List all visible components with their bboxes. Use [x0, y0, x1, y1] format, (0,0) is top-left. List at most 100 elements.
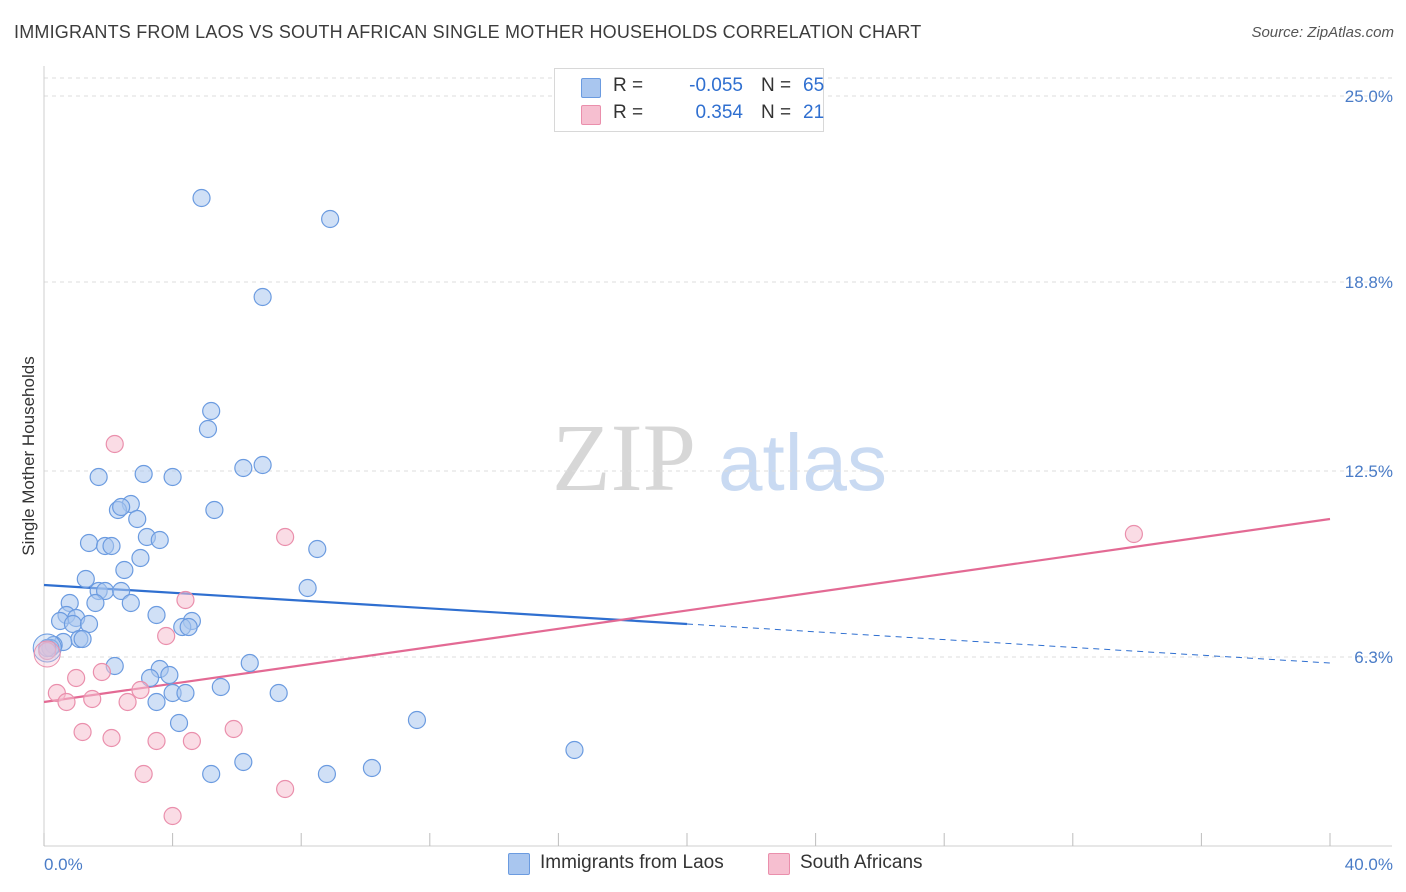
point-laos: [240, 653, 259, 673]
tick-labels: 6.3% 12.5% 18.8% 25.0% 0.0% 40.0%: [44, 87, 1393, 874]
series-south-africans-points: [38, 434, 1143, 826]
trend-line-laos: [43, 583, 688, 626]
point-laos: [308, 539, 327, 559]
point-laos: [298, 578, 317, 598]
chart-title: IMMIGRANTS FROM LAOS VS SOUTH AFRICAN SI…: [14, 22, 922, 42]
point-laos: [317, 764, 337, 784]
source-credit: Source: ZipAtlas.com: [1251, 24, 1394, 41]
series-laos-points: [38, 188, 584, 784]
point-laos: [202, 401, 221, 421]
x-tick-label: 0.0%: [44, 855, 83, 874]
point-south-africans: [57, 692, 76, 712]
point-laos: [362, 758, 382, 778]
legend-swatch-laos: [508, 853, 530, 875]
axes: [43, 66, 1392, 847]
point-south-africans: [38, 641, 57, 661]
point-laos: [150, 530, 169, 550]
point-laos: [115, 560, 134, 580]
point-laos: [169, 713, 189, 733]
point-laos: [269, 683, 288, 703]
x-tick-label: 40.0%: [1345, 855, 1393, 874]
gridlines: [44, 77, 1392, 658]
point-south-africans: [147, 731, 166, 751]
legend-n-label: N =: [761, 75, 792, 96]
point-laos: [131, 548, 150, 568]
point-south-africans: [67, 668, 86, 688]
point-laos: [112, 497, 131, 517]
point-laos: [102, 536, 121, 556]
point-south-africans: [134, 764, 153, 784]
legend-label-laos: Immigrants from Laos: [540, 852, 724, 873]
point-laos: [321, 209, 340, 229]
legend-n-value: 21: [803, 102, 825, 123]
point-laos: [128, 509, 147, 529]
y-tick-label: 18.8%: [1345, 273, 1393, 292]
point-laos: [147, 692, 166, 712]
trend-line-laos-extension: [686, 623, 1331, 664]
y-axis-label: Single Mother Households: [19, 356, 38, 555]
point-laos: [205, 500, 224, 520]
point-south-africans: [276, 527, 295, 547]
point-laos: [112, 581, 131, 601]
point-south-africans: [73, 722, 92, 742]
point-laos: [176, 683, 195, 703]
point-south-africans: [182, 731, 201, 751]
point-south-africans: [102, 728, 121, 748]
legend-swatch-laos: [581, 78, 601, 98]
y-tick-label: 25.0%: [1345, 87, 1393, 106]
point-south-africans: [1124, 524, 1143, 544]
point-laos: [89, 467, 108, 487]
point-laos: [234, 752, 253, 772]
point-laos: [86, 593, 105, 613]
point-laos: [79, 614, 99, 634]
legend-r-label: R =: [613, 75, 644, 96]
watermark: ZIP atlas: [552, 404, 887, 511]
point-laos: [198, 419, 218, 439]
correlation-legend: R = -0.055 N = 65 R = 0.354 N = 21: [554, 68, 824, 132]
point-laos: [140, 668, 160, 688]
trend-lines: [43, 517, 1331, 704]
point-south-africans: [163, 806, 182, 826]
legend-label-south-africans: South Africans: [800, 852, 923, 873]
point-south-africans: [224, 719, 243, 739]
point-laos: [211, 677, 230, 697]
legend-n-label: N =: [761, 102, 792, 123]
y-tick-label: 6.3%: [1354, 648, 1393, 667]
point-south-africans: [118, 692, 137, 712]
watermark-atlas: atlas: [718, 418, 887, 507]
legend-n-value: 65: [803, 75, 825, 96]
point-laos: [202, 764, 221, 784]
point-laos: [253, 287, 272, 307]
point-laos: [407, 710, 427, 730]
legend-swatch-south-africans: [768, 853, 790, 875]
point-laos: [134, 464, 153, 484]
point-south-africans: [92, 662, 111, 682]
point-laos: [163, 467, 182, 487]
point-laos: [179, 617, 198, 637]
point-south-africans: [105, 434, 124, 454]
point-south-africans: [157, 626, 176, 646]
point-south-africans: [131, 680, 150, 700]
point-laos: [253, 455, 272, 475]
trend-line-south-africans: [43, 517, 1331, 704]
point-laos: [121, 593, 140, 613]
point-laos: [160, 665, 179, 685]
point-south-africans: [83, 689, 102, 709]
legend-swatch-south-africans: [581, 105, 601, 125]
legend-r-label: R =: [613, 102, 644, 123]
legend-r-value: -0.055: [689, 75, 743, 96]
point-laos: [147, 605, 166, 625]
point-laos: [234, 458, 253, 478]
data-points: [32, 188, 1143, 826]
point-laos: [192, 188, 211, 208]
watermark-zip: ZIP: [552, 404, 696, 511]
point-laos: [565, 740, 584, 760]
point-laos: [79, 533, 99, 553]
point-laos-cluster: [32, 633, 62, 663]
legend-r-value: 0.354: [695, 102, 743, 123]
point-south-africans: [276, 779, 295, 799]
point-south-africans: [176, 590, 195, 610]
point-laos: [76, 569, 95, 589]
y-tick-label: 12.5%: [1345, 462, 1393, 481]
